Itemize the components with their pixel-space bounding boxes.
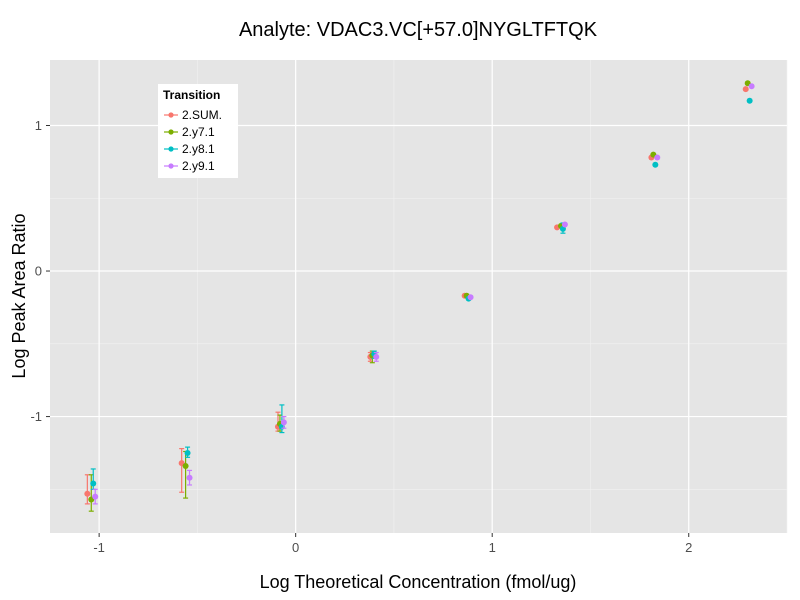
data-point [652,161,659,168]
legend-key-point [168,129,174,135]
data-point [84,490,91,497]
y-tick-label: 1 [35,118,42,133]
data-point [746,97,753,104]
legend-item: 2.y7.1 [164,125,215,139]
x-axis-ticks: -1 0 1 2 [93,533,692,555]
legend: Transition 2.SUM. 2.y7.1 2.y8.1 2.y9.1 [158,84,238,178]
data-point [182,463,189,470]
legend-label: 2.y7.1 [182,125,215,139]
legend-label: 2.y8.1 [182,142,215,156]
data-point [742,86,749,93]
data-point [90,480,97,487]
data-marks [84,80,755,512]
data-point [186,474,193,481]
legend-label: 2.y9.1 [182,159,215,173]
legend-key-point [168,112,174,118]
y-tick-label: -1 [30,409,42,424]
x-tick-label: -1 [93,540,105,555]
data-point [467,294,474,301]
series-2.y9.1 [92,83,755,505]
y-axis-ticks: -1 0 1 [30,118,50,424]
legend-title: Transition [163,88,220,102]
legend-key-point [168,146,174,152]
legend-label: 2.SUM. [182,108,222,122]
legend-item: 2.y8.1 [164,142,215,156]
x-tick-label: 1 [489,540,496,555]
legend-key-point [168,163,174,169]
chart-title: Analyte: VDAC3.VC[+57.0]NYGLTFTQK [239,19,598,41]
data-point [92,493,99,500]
data-point [654,154,661,161]
x-tick-label: 0 [292,540,299,555]
data-point [561,221,568,228]
y-axis-title: Log Peak Area Ratio [9,213,29,378]
legend-item: 2.SUM. [164,108,222,122]
legend-item: 2.y9.1 [164,159,215,173]
data-point [373,353,380,360]
legend-items: 2.SUM. 2.y7.1 2.y8.1 2.y9.1 [164,108,222,173]
x-axis-title: Log Theoretical Concentration (fmol/ug) [260,572,577,592]
data-point [184,449,191,456]
data-point [280,419,287,426]
x-tick-label: 2 [685,540,692,555]
data-point [748,83,755,90]
y-tick-label: 0 [35,264,42,279]
